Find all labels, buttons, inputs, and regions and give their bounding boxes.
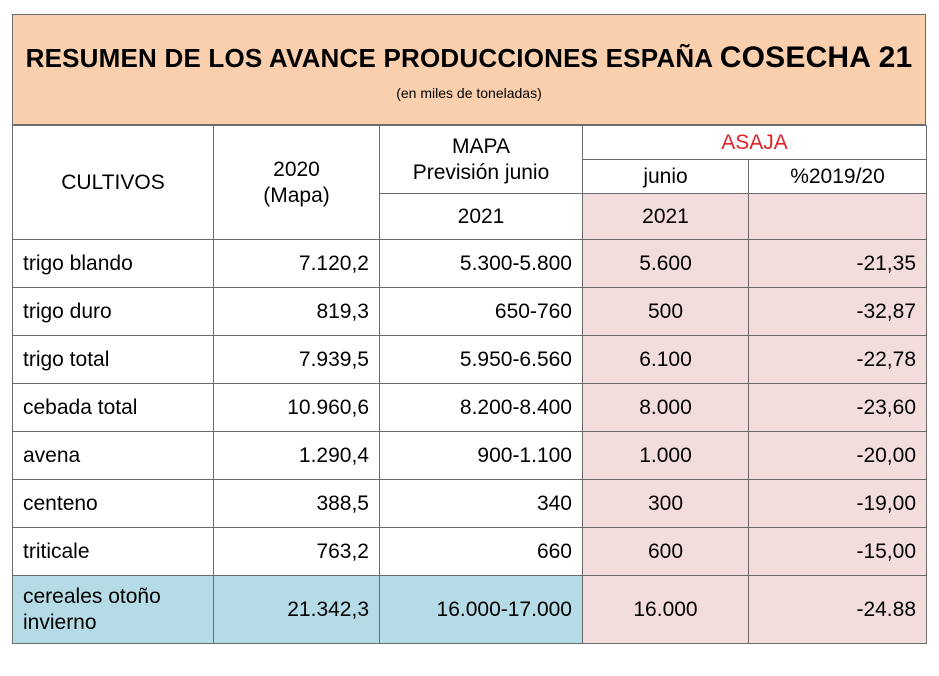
table-row: centeno 388,5 340 300 -19,00	[12, 479, 927, 528]
value-2020: 7.120,2	[213, 239, 380, 288]
table-row: cebada total 10.960,6 8.200-8.400 8.000 …	[12, 383, 927, 432]
crop-cell: cebada total	[12, 383, 214, 432]
header-2020-year: 2020	[273, 157, 320, 181]
value-pct: -15,00	[748, 527, 927, 576]
value-asaja: 300	[582, 479, 749, 528]
header-mapa-name: MAPA	[452, 134, 510, 158]
value-2020: 10.960,6	[213, 383, 380, 432]
crop-cell: trigo blando	[12, 239, 214, 288]
value-pct: -19,00	[748, 479, 927, 528]
table-row: trigo blando 7.120,2 5.300-5.800 5.600 -…	[12, 239, 927, 288]
header-2020: 2020 (Mapa)	[213, 125, 380, 240]
title-subtitle: (en miles de toneladas)	[396, 85, 542, 101]
header-asaja-pct-blank	[748, 193, 927, 240]
value-asaja: 6.100	[582, 335, 749, 384]
value-2020: 7.939,5	[213, 335, 380, 384]
crop-cell: avena	[12, 431, 214, 480]
title-emphasis: COSECHA 21	[719, 41, 913, 74]
header-row-3: 2021 2021	[13, 193, 927, 240]
crop-cell: trigo total	[12, 335, 214, 384]
header-row-2: junio %2019/20	[13, 159, 927, 194]
value-pct: -23,60	[748, 383, 927, 432]
value-mapa: 900-1.100	[379, 431, 583, 480]
value-asaja: 5.600	[582, 239, 749, 288]
value-mapa: 660	[379, 527, 583, 576]
value-pct: -22,78	[748, 335, 927, 384]
header-mapa-year: 2021	[379, 193, 583, 240]
total-asaja: 16.000	[582, 575, 749, 644]
production-table: CULTIVOS 2020 (Mapa) MAPA Previsión juni…	[12, 125, 927, 644]
value-2020: 388,5	[213, 479, 380, 528]
page-title: RESUMEN DE LOS AVANCE PRODUCCIONES ESPAÑ…	[13, 41, 925, 75]
value-asaja: 500	[582, 287, 749, 336]
value-2020: 1.290,4	[213, 431, 380, 480]
header-asaja-junio: junio	[582, 159, 749, 194]
crop-cell: trigo duro	[12, 287, 214, 336]
header-mapa-forecast: Previsión junio	[412, 160, 550, 184]
value-pct: -32,87	[748, 287, 927, 336]
value-asaja: 1.000	[582, 431, 749, 480]
value-2020: 763,2	[213, 527, 380, 576]
value-asaja: 600	[582, 527, 749, 576]
total-row: cereales otoño invierno 21.342,3 16.000-…	[12, 575, 927, 644]
value-mapa: 8.200-8.400	[379, 383, 583, 432]
title-main: RESUMEN DE LOS AVANCE PRODUCCIONES ESPAÑ…	[25, 43, 713, 73]
header-2020-source: (Mapa)	[263, 183, 330, 207]
total-2020: 21.342,3	[213, 575, 380, 644]
value-pct: -20,00	[748, 431, 927, 480]
value-mapa: 650-760	[379, 287, 583, 336]
value-mapa: 340	[379, 479, 583, 528]
total-pct: -24.88	[748, 575, 927, 644]
table-row: avena 1.290,4 900-1.100 1.000 -20,00	[12, 431, 927, 480]
header-asaja-year: 2021	[582, 193, 749, 240]
total-crop-cell: cereales otoño invierno	[12, 575, 214, 644]
table-row: trigo total 7.939,5 5.950-6.560 6.100 -2…	[12, 335, 927, 384]
value-2020: 819,3	[213, 287, 380, 336]
header-cultivos: CULTIVOS	[12, 125, 214, 240]
table-row: trigo duro 819,3 650-760 500 -32,87	[12, 287, 927, 336]
header-row-1: CULTIVOS 2020 (Mapa) MAPA Previsión juni…	[12, 125, 927, 240]
crop-cell: triticale	[12, 527, 214, 576]
table-row: triticale 763,2 660 600 -15,00	[12, 527, 927, 576]
value-asaja: 8.000	[582, 383, 749, 432]
total-mapa: 16.000-17.000	[379, 575, 583, 644]
crop-cell: centeno	[12, 479, 214, 528]
value-mapa: 5.950-6.560	[379, 335, 583, 384]
value-mapa: 5.300-5.800	[379, 239, 583, 288]
header-asaja-pct: %2019/20	[748, 159, 927, 194]
header-mapa: MAPA Previsión junio	[379, 125, 583, 194]
summary-sheet: RESUMEN DE LOS AVANCE PRODUCCIONES ESPAÑ…	[12, 14, 927, 644]
title-box: RESUMEN DE LOS AVANCE PRODUCCIONES ESPAÑ…	[12, 14, 926, 125]
header-asaja: ASAJA	[582, 125, 927, 160]
value-pct: -21,35	[748, 239, 927, 288]
